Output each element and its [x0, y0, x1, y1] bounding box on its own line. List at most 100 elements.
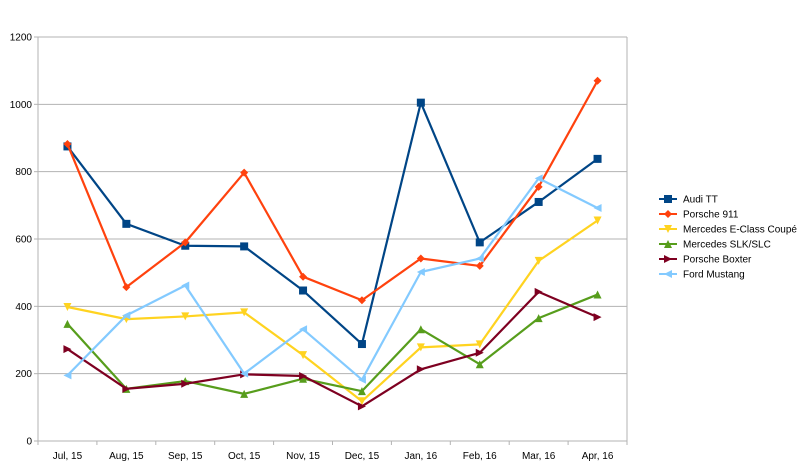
x-tick-label: Feb, 16: [463, 451, 497, 462]
data-point: [475, 254, 484, 263]
data-point: [416, 254, 425, 263]
legend-label: Porsche Boxter: [683, 255, 752, 266]
data-point: [593, 290, 602, 299]
y-tick-label: 0: [26, 437, 32, 448]
data-point: [475, 238, 484, 247]
data-point: [181, 379, 190, 388]
data-point: [593, 154, 602, 163]
data-point: [357, 340, 366, 349]
data-point: [357, 387, 366, 396]
data-point: [299, 351, 308, 360]
x-tick-label: Mar, 16: [522, 451, 556, 462]
gridlines: [38, 36, 627, 442]
data-point: [357, 397, 366, 406]
legend-marker: [664, 210, 672, 218]
data-point: [122, 311, 131, 320]
legend-item: Porsche 911: [659, 210, 739, 221]
data-point: [534, 197, 543, 206]
series-4: [63, 287, 602, 411]
data-point: [299, 286, 308, 295]
data-point: [534, 287, 543, 296]
data-point: [63, 303, 72, 312]
x-tick-label: Jul, 15: [53, 451, 83, 462]
data-point: [299, 372, 308, 381]
data-point: [416, 267, 425, 276]
data-point: [240, 389, 249, 398]
data-point: [240, 369, 249, 378]
data-point: [593, 313, 602, 322]
data-point: [416, 343, 425, 352]
y-tick-label: 1000: [10, 100, 33, 111]
x-tick-label: Apr, 16: [582, 451, 614, 462]
legend-marker: [664, 225, 672, 233]
x-tick-label: Oct, 15: [228, 451, 261, 462]
y-tick-label: 200: [15, 369, 32, 380]
data-point: [534, 314, 543, 323]
legend-marker: [664, 240, 672, 248]
data-point: [534, 174, 543, 183]
series-line: [66, 290, 598, 408]
axes: 0 200 400 600 800 1000 1200 Jul, 15 Aug, 15 Sep, …: [10, 33, 628, 462]
x-tick-label: Sep, 15: [168, 451, 203, 462]
data-point: [357, 296, 366, 305]
x-tick-label: Dec, 15: [345, 451, 380, 462]
data-point: [63, 371, 72, 380]
data-point: [122, 283, 131, 292]
series-lines: [63, 76, 602, 411]
y-tick-label: 400: [15, 302, 32, 313]
legend-item: Porsche Boxter: [659, 255, 752, 266]
legend-marker: [664, 195, 672, 203]
x-tick-label: Aug, 15: [109, 451, 144, 462]
series-1: [63, 76, 602, 305]
series-line: [66, 80, 599, 302]
legend-marker: [664, 255, 672, 263]
data-point: [181, 238, 190, 247]
legend-label: Audi TT: [683, 195, 718, 206]
series-line: [66, 177, 599, 381]
legend-marker: [664, 270, 672, 278]
series-line: [66, 101, 599, 346]
data-point: [122, 384, 131, 393]
data-point: [63, 345, 72, 354]
series-line: [67, 219, 599, 403]
y-tick-label: 1200: [10, 33, 33, 44]
legend-label: Porsche 911: [683, 210, 739, 221]
data-point: [416, 365, 425, 374]
data-point: [240, 168, 249, 177]
data-point: [240, 242, 249, 251]
data-point: [63, 319, 72, 328]
y-tick-label: 800: [15, 167, 32, 178]
x-tick-label: Nov, 15: [286, 451, 320, 462]
data-point: [475, 261, 484, 270]
data-point: [416, 325, 425, 334]
legend-label: Mercedes SLK/SLC: [683, 240, 771, 251]
data-point: [475, 348, 484, 357]
data-point: [240, 308, 249, 317]
data-point: [593, 216, 602, 225]
series-5: [63, 174, 602, 384]
legend-label: Ford Mustang: [683, 270, 745, 281]
data-point: [63, 140, 72, 149]
data-point: [593, 204, 602, 213]
legend-label: Mercedes E-Class Coupé: [683, 225, 797, 236]
legend-item: Mercedes SLK/SLC: [659, 240, 771, 251]
data-point: [299, 325, 308, 334]
series-line: [66, 293, 598, 395]
legend-item: Audi TT: [659, 195, 718, 206]
data-point: [181, 312, 190, 321]
y-tick-label: 600: [15, 235, 32, 246]
data-point: [475, 340, 484, 349]
data-point: [299, 374, 308, 383]
x-tick-label: Jan, 16: [404, 451, 437, 462]
legend-item: Mercedes E-Class Coupé: [659, 225, 797, 236]
data-point: [534, 256, 543, 265]
data-point: [534, 182, 543, 191]
data-point: [416, 98, 425, 107]
data-point: [475, 360, 484, 369]
data-point: [593, 76, 602, 85]
data-point: [181, 281, 190, 290]
data-point: [357, 375, 366, 384]
data-point: [122, 219, 131, 228]
